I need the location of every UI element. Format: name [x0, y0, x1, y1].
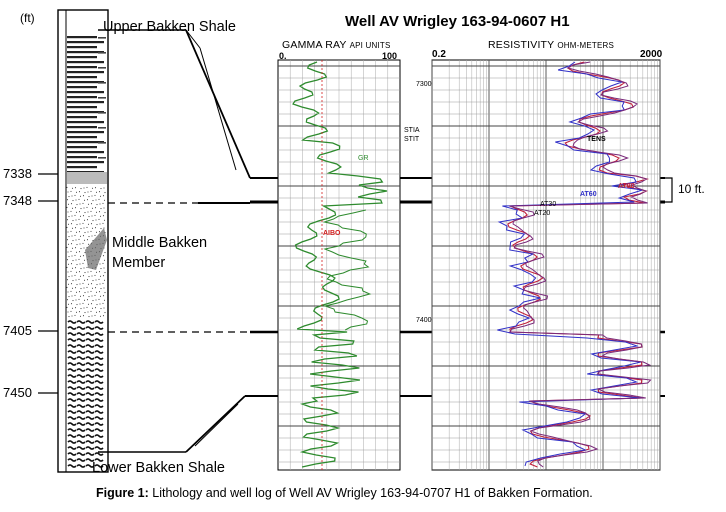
at90-curve-label: AT90 [618, 183, 635, 190]
resistivity-header: RESISTIVITY OHM-METERS [488, 40, 614, 51]
at30-curve-label: AT30 [540, 201, 557, 208]
aibo-curve-label: AIBO [323, 230, 341, 237]
middle-bakken-label-line1: Middle Bakken [112, 235, 208, 251]
stit-label: STIT [404, 136, 420, 143]
resistivity-title: RESISTIVITY [488, 39, 555, 51]
caption-prefix: Figure 1: [96, 486, 149, 500]
stia-label: STIA [404, 127, 420, 134]
depth-unit-label: (ft) [20, 11, 35, 25]
figure-title: Well AV Wrigley 163-94-0607 H1 [345, 13, 570, 30]
depth-label-7338: 7338 [3, 166, 32, 181]
resistivity-scale-min: 0.2 [432, 49, 446, 60]
gamma-ray-units: API UNITS [349, 41, 391, 50]
gamma-ray-scale-max: 100 [382, 51, 398, 61]
gamma-ray-header: GAMMA RAY API UNITS [282, 40, 390, 51]
resistivity-scale-max: 2000 [640, 49, 663, 60]
depth-label-7348: 7348 [3, 193, 32, 208]
depth-tick-7300: 7300 [416, 81, 432, 88]
middle-bakken-label-line2: Member [112, 255, 166, 271]
resistivity-units: OHM-METERS [557, 41, 614, 50]
at60-curve-label: AT60 [580, 191, 597, 198]
interval-note: 10 ft. [678, 182, 705, 196]
lower-bakken-shale-label: Lower Bakken Shale [92, 460, 225, 476]
resistivity-track [431, 59, 661, 471]
depth-label-7450: 7450 [3, 385, 32, 400]
gamma-ray-scale-min: 0. [279, 51, 287, 61]
depth-tick-7400: 7400 [416, 317, 432, 324]
gr-curve-label: GR [358, 155, 369, 162]
caption-text: Lithology and well log of Well AV Wrigle… [148, 486, 593, 500]
upper-bakken-shale-label: Upper Bakken Shale [103, 19, 236, 35]
lithology-column [57, 9, 109, 473]
depth-label-7405: 7405 [3, 323, 32, 338]
gamma-ray-track [277, 59, 401, 471]
at20-curve-label: AT20 [534, 210, 551, 217]
gamma-ray-title: GAMMA RAY [282, 39, 347, 51]
figure-caption: Figure 1: Lithology and well log of Well… [96, 487, 593, 500]
tens-curve-label: TENS [587, 136, 606, 143]
